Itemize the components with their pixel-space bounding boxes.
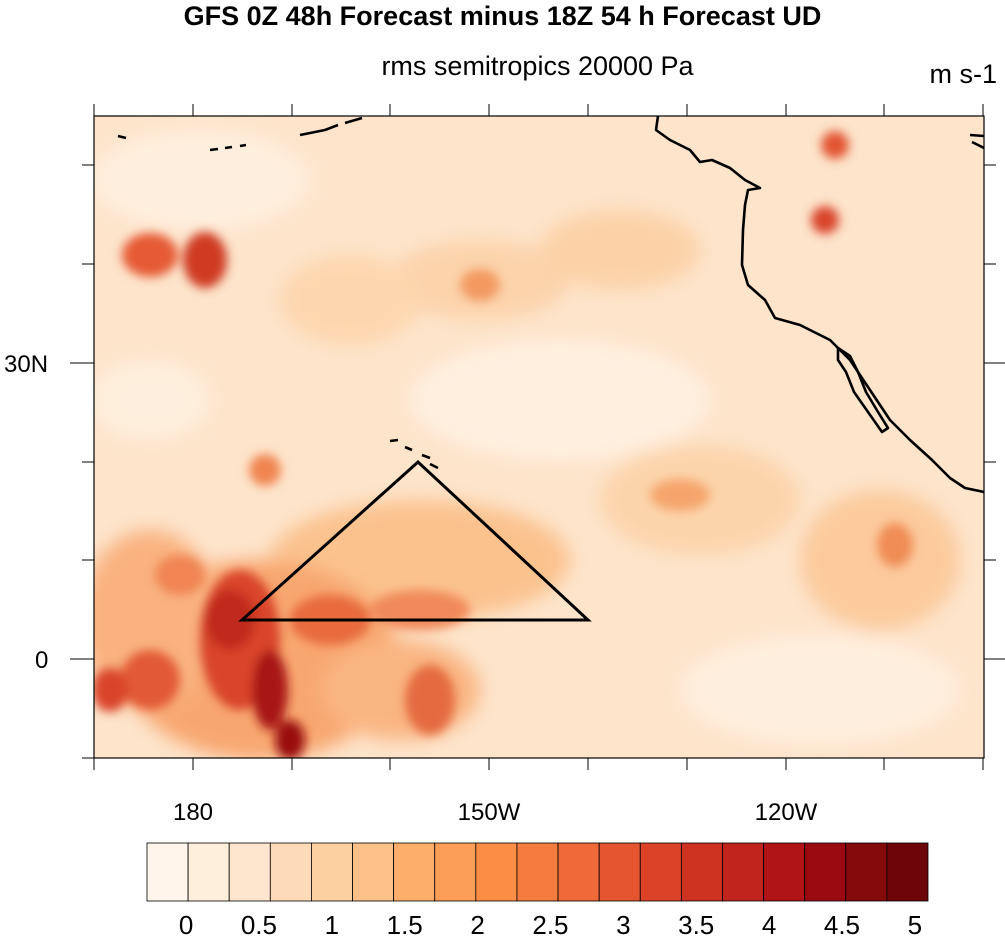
lon-label-180: 180 [173, 799, 213, 826]
colorbar-swatch [311, 842, 353, 902]
units-label: m s-1 [929, 59, 998, 89]
colorbar-tick-label: 0.5 [241, 910, 277, 940]
map-subtitle: rms semitropics 20000 Pa [381, 51, 694, 81]
lon-label-150w: 150W [458, 799, 521, 826]
map-title: GFS 0Z 48h Forecast minus 18Z 54 h Forec… [183, 1, 822, 31]
rms-field [94, 116, 984, 758]
colorbar-tick-label: 0 [179, 910, 193, 940]
colorbar-tick-label: 5 [908, 910, 922, 940]
colorbar-swatch [886, 842, 929, 902]
colorbar-swatch [269, 842, 312, 902]
colorbar-tick-label: 4 [762, 910, 776, 940]
colorbar-swatch [639, 842, 682, 902]
colorbar-swatch [680, 842, 723, 902]
colorbar-tick-label: 1.5 [387, 910, 423, 940]
colorbar-tick-label: 2 [470, 910, 484, 940]
lat-label-30n: 30N [4, 351, 48, 378]
colorbar-swatch [763, 842, 806, 902]
colorbar-swatch [722, 842, 764, 902]
colorbar-tick-label: 1 [325, 910, 339, 940]
colorbar-swatch [516, 842, 559, 902]
colorbar-swatch [393, 842, 436, 902]
colorbar-swatch [845, 842, 888, 902]
colorbar-tick-label: 4.5 [824, 910, 860, 940]
colorbar-tick-label: 3 [616, 910, 630, 940]
lon-label-120w: 120W [755, 799, 818, 826]
colorbar-swatch [475, 842, 518, 902]
colorbar [146, 842, 929, 902]
colorbar-swatch [146, 842, 189, 902]
colorbar-swatch [557, 842, 600, 902]
coastline [117, 116, 984, 494]
colorbar-swatch [187, 842, 230, 902]
colorbar-swatch [598, 842, 641, 902]
map-frame [93, 115, 985, 759]
colorbar-tick-label: 2.5 [532, 910, 568, 940]
colorbar-labels: 0 0.5 1 1.5 2 2.5 3 3.5 4 4.5 5 [179, 910, 922, 940]
colorbar-swatch [434, 842, 477, 902]
colorbar-swatch [228, 842, 271, 902]
axis-ticks [70, 104, 1005, 770]
region-triangle [238, 459, 592, 622]
colorbar-swatch [352, 842, 395, 902]
colorbar-tick-label: 3.5 [678, 910, 714, 940]
colorbar-swatch [804, 842, 847, 902]
lat-label-0: 0 [35, 647, 48, 674]
